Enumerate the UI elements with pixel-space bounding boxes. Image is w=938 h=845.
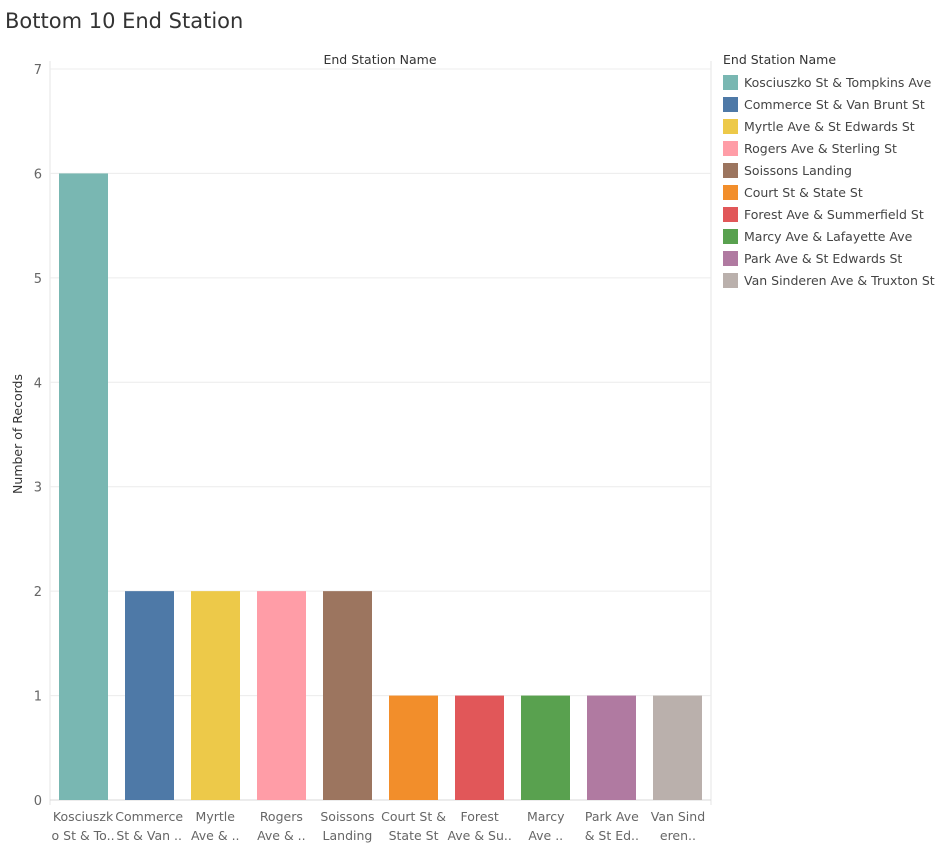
bar[interactable] (521, 695, 570, 800)
bar[interactable] (587, 695, 636, 800)
bar[interactable] (125, 591, 174, 800)
legend-title: End Station Name (723, 52, 837, 67)
legend-item[interactable]: Forest Ave & Summerfield St (723, 203, 938, 225)
legend-label: Soissons Landing (744, 162, 852, 178)
x-tick-label: Ave & Su.. (447, 828, 511, 843)
legend-swatch (723, 206, 738, 222)
bar[interactable] (455, 695, 504, 800)
legend-label: Commerce St & Van Brunt St (744, 96, 925, 112)
legend-label: Myrtle Ave & St Edwards St (744, 118, 915, 134)
legend-swatch (723, 228, 738, 244)
x-tick-label: Landing (323, 828, 373, 843)
legend-label: Park Ave & St Edwards St (744, 250, 903, 266)
x-tick-label: Soissons (320, 809, 374, 824)
x-tick-label: Forest (460, 809, 498, 824)
y-tick-label: 5 (34, 272, 42, 287)
x-axis-ticks: Kosciuszk o St & To..Commerce St & Van .. M… (52, 809, 706, 843)
x-tick-label: Myrtle (196, 809, 236, 824)
x-tick-label: Ave & .. (191, 828, 240, 843)
x-tick-label: Marcy (527, 809, 565, 824)
legend: End Station Name Kosciuszko St & Tompkin… (723, 52, 938, 291)
legend-item[interactable]: Commerce St & Van Brunt St (723, 93, 938, 115)
legend-label: Van Sinderen Ave & Truxton St (744, 272, 935, 288)
legend-item[interactable]: Park Ave & St Edwards St (723, 247, 938, 269)
legend-item[interactable]: Court St & State St (723, 181, 938, 203)
x-tick-label: & St Ed.. (585, 828, 639, 843)
x-tick-label: o St & To.. (52, 828, 115, 843)
y-axis-label: Number of Records (10, 374, 25, 494)
bar[interactable] (59, 173, 108, 800)
bars (59, 173, 702, 800)
bar[interactable] (191, 591, 240, 800)
x-tick-label: eren.. (660, 828, 696, 843)
x-tick-label: Van Sind (651, 809, 705, 824)
y-tick-label: 0 (34, 794, 42, 809)
legend-swatch (723, 74, 738, 90)
legend-item[interactable]: Myrtle Ave & St Edwards St (723, 115, 938, 137)
x-tick-label: Ave .. (528, 828, 563, 843)
y-tick-label: 6 (34, 167, 42, 182)
legend-label: Marcy Ave & Lafayette Ave (744, 228, 913, 244)
bar[interactable] (653, 695, 702, 800)
chart-title: Bottom 10 End Station (5, 9, 244, 33)
y-tick-label: 2 (34, 585, 42, 600)
bar[interactable] (389, 695, 438, 800)
column-header: End Station Name (323, 52, 436, 67)
x-tick-label: St & Van .. (116, 828, 182, 843)
legend-swatch (723, 162, 738, 178)
legend-swatch (723, 250, 738, 266)
legend-swatch (723, 96, 738, 112)
y-tick-label: 4 (34, 376, 42, 391)
legend-label: Kosciuszko St & Tompkins Ave (744, 74, 932, 90)
legend-swatch (723, 184, 738, 200)
x-tick-label: Court St & (381, 809, 446, 824)
x-tick-label: Ave & .. (257, 828, 306, 843)
x-tick-label: Commerce (115, 809, 183, 824)
legend-item[interactable]: Rogers Ave & Sterling St (723, 137, 938, 159)
legend-item[interactable]: Van Sinderen Ave & Truxton St (723, 269, 938, 291)
legend-swatch (723, 272, 738, 288)
y-tick-label: 3 (34, 481, 42, 496)
y-tick-label: 1 (34, 690, 42, 705)
bar[interactable] (323, 591, 372, 800)
legend-swatch (723, 118, 738, 134)
legend-item[interactable]: Marcy Ave & Lafayette Ave (723, 225, 938, 247)
legend-items: Kosciuszko St & Tompkins Ave Commerce St … (723, 71, 938, 291)
legend-label: Rogers Ave & Sterling St (744, 140, 897, 156)
y-axis-ticks: 0 1 2 3 4 5 6 7 (34, 63, 42, 809)
legend-label: Forest Ave & Summerfield St (744, 206, 924, 222)
legend-label: Court St & State St (744, 184, 863, 200)
x-tick-label: Rogers (260, 809, 303, 824)
y-tick-label: 7 (34, 63, 42, 78)
legend-item[interactable]: Kosciuszko St & Tompkins Ave (723, 71, 938, 93)
x-tick-label: State St (389, 828, 439, 843)
legend-item[interactable]: Soissons Landing (723, 159, 938, 181)
x-tick-label: Kosciuszk (53, 809, 114, 824)
x-tick-label: Park Ave (585, 809, 639, 824)
bar[interactable] (257, 591, 306, 800)
legend-swatch (723, 140, 738, 156)
